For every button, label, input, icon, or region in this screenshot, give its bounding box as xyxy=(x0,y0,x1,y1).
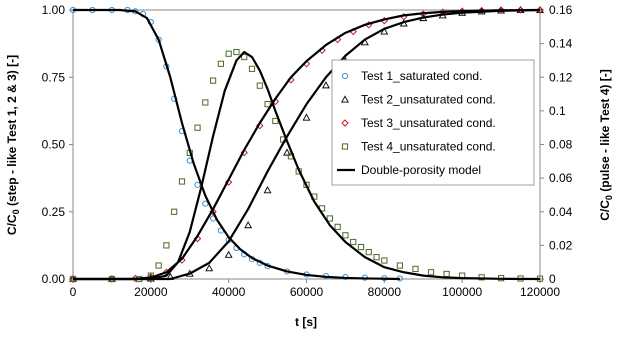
model-line xyxy=(73,8,541,281)
legend-label: Double-porosity model xyxy=(361,163,481,177)
square-marker xyxy=(248,65,256,72)
y-right-tick-label: 0.06 xyxy=(549,171,573,185)
diamond-marker xyxy=(516,6,525,14)
square-marker xyxy=(241,53,248,61)
y-right-tick-label: 0.14 xyxy=(549,37,573,51)
y-right-tick-label: 0.16 xyxy=(549,3,573,17)
legend-label: Test 4_unsaturated cond. xyxy=(361,140,496,154)
y-left-axis-title: C/C0 (step - like Test 1, 2 & 3) [-] xyxy=(5,55,21,235)
square-marker xyxy=(233,48,240,56)
square-marker xyxy=(350,238,357,246)
square-marker xyxy=(357,243,365,251)
triangle-marker xyxy=(263,186,272,194)
triangle-marker xyxy=(283,148,292,156)
square-marker xyxy=(478,274,485,281)
legend-triangle-swatch xyxy=(341,95,349,103)
y-right-title-rest: (pulse - like Test 4) [-] xyxy=(598,69,612,195)
y-right-axis-ticks: 0 0.02 0.04 0.06 0.08 0.1 0.12 0.14 0.16 xyxy=(540,3,573,286)
triangle-marker xyxy=(244,221,253,229)
y-left-title-rest: (step - like Test 1, 2 & 3) [-] xyxy=(5,55,19,209)
square-marker xyxy=(342,232,349,239)
y-right-tick-label: 0.02 xyxy=(549,238,573,252)
square-marker xyxy=(264,101,271,108)
square-marker xyxy=(373,254,380,261)
x-tick-label: 0 xyxy=(70,285,77,299)
y-left-tick-label: 0.25 xyxy=(42,205,66,219)
y-right-tick-label: 0.12 xyxy=(549,70,573,84)
y-left-tick-label: 1.00 xyxy=(42,3,66,17)
square-marker xyxy=(202,99,209,106)
square-marker xyxy=(396,262,403,269)
square-marker xyxy=(194,124,201,131)
legend-circle-swatch xyxy=(341,72,349,80)
y-right-tick-label: 0 xyxy=(549,272,556,286)
square-marker xyxy=(272,117,279,125)
y-right-tick-label: 0.04 xyxy=(549,205,573,219)
square-marker xyxy=(334,223,341,230)
x-tick-label: 80000 xyxy=(368,285,402,299)
triangle-marker xyxy=(321,81,330,89)
square-marker xyxy=(163,242,170,249)
square-marker xyxy=(381,257,388,264)
y-right-title-c: C/C xyxy=(598,200,612,221)
y-left-tick-label: 0.75 xyxy=(42,70,66,84)
square-marker xyxy=(217,60,224,67)
legend-square-swatch xyxy=(341,143,349,150)
x-tick-label: 20000 xyxy=(134,285,168,299)
legend-label: Test 1_saturated cond. xyxy=(361,69,482,83)
legend-label: Test 2_unsaturated cond. xyxy=(361,93,496,107)
y-right-tick-label: 0.08 xyxy=(549,138,573,152)
circle-marker xyxy=(202,200,209,207)
model-line xyxy=(73,8,400,281)
x-tick-label: 40000 xyxy=(212,285,246,299)
square-marker xyxy=(427,269,435,276)
model-lines-layer xyxy=(73,8,541,281)
y-right-axis-title: C/C0 (pulse - like Test 4) [-] xyxy=(598,69,614,220)
x-axis-title: t [s] xyxy=(295,315,317,329)
triangle-marker xyxy=(205,264,214,272)
x-tick-label: 100000 xyxy=(442,285,482,299)
x-tick-label: 60000 xyxy=(290,285,324,299)
y-left-tick-label: 0.50 xyxy=(42,138,66,152)
square-marker xyxy=(155,262,162,269)
circle-marker xyxy=(194,181,201,188)
x-tick-label: 120000 xyxy=(520,285,560,299)
y-left-axis-ticks: 0.00 0.25 0.50 0.75 1.00 xyxy=(42,3,73,286)
y-left-title-c: C/C xyxy=(5,214,19,235)
legend: Test 1_saturated cond. Test 2_unsaturated… xyxy=(331,59,535,186)
square-marker xyxy=(412,265,419,273)
square-marker xyxy=(225,50,232,57)
diamond-marker xyxy=(497,6,505,14)
square-marker xyxy=(178,178,186,185)
diamond-marker xyxy=(131,274,139,283)
legend-diamond-swatch xyxy=(341,119,349,127)
triangle-marker xyxy=(224,250,233,258)
triangle-marker xyxy=(302,113,311,121)
square-marker xyxy=(326,215,333,222)
square-marker xyxy=(210,77,217,84)
legend-box xyxy=(331,59,535,186)
legend-items: Test 1_saturated cond. Test 2_unsaturated… xyxy=(337,69,496,177)
y-right-tick-label: 0.1 xyxy=(549,104,566,118)
y-left-title-subscript: 0 xyxy=(11,209,21,214)
triangle-marker xyxy=(380,27,389,35)
square-marker xyxy=(365,249,372,256)
legend-label: Test 3_unsaturated cond. xyxy=(361,116,496,130)
y-right-title-subscript: 0 xyxy=(604,195,614,200)
square-marker xyxy=(256,82,263,89)
square-marker xyxy=(171,208,178,215)
model-line xyxy=(73,50,541,281)
x-axis-ticks: 0 20000 40000 60000 80000 100000 120000 xyxy=(70,279,560,299)
y-left-tick-label: 0.00 xyxy=(42,272,66,286)
